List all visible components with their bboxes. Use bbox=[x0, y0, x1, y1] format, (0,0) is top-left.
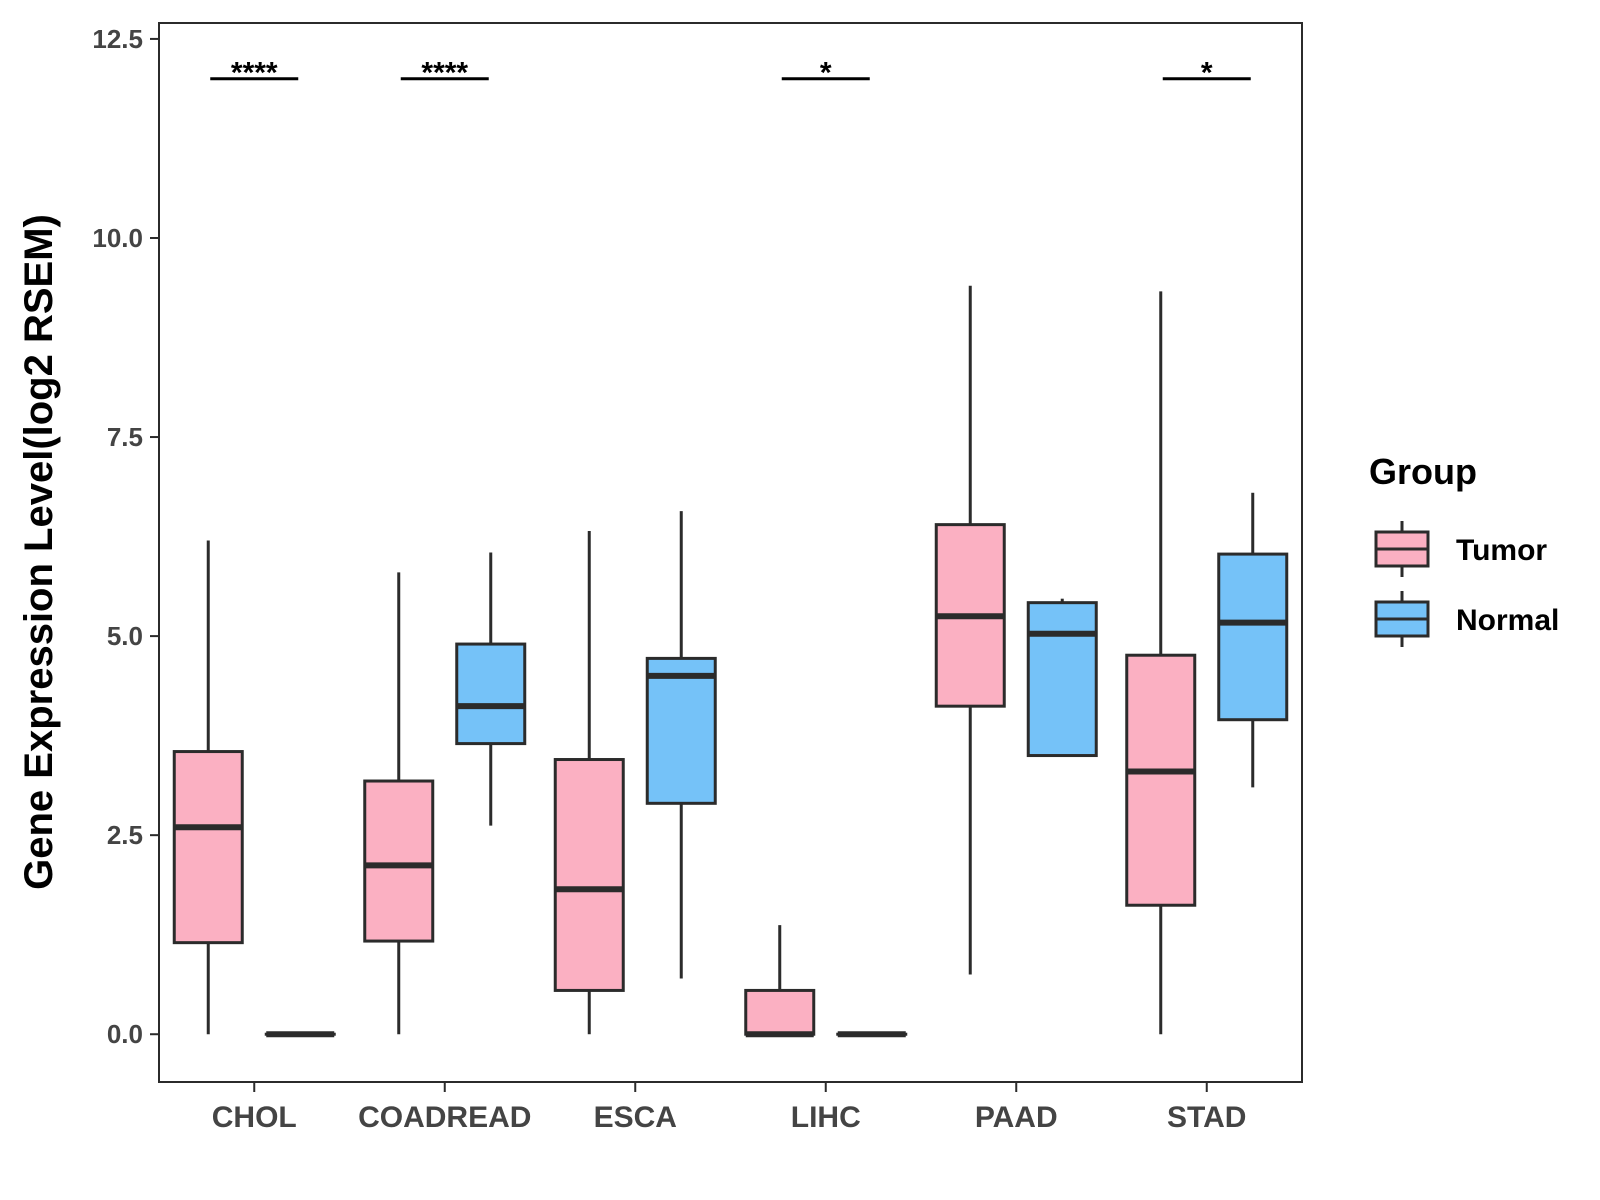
y-tick-label: 12.5 bbox=[92, 24, 143, 54]
legend: Tumor Normal bbox=[1374, 521, 1559, 647]
box-normal-stad bbox=[1217, 492, 1289, 788]
y-tick-label: 0.0 bbox=[107, 1019, 143, 1049]
box-tumor-stad bbox=[1125, 291, 1197, 1035]
box-normal-esca bbox=[645, 511, 717, 979]
box-tumor-paad bbox=[934, 285, 1006, 975]
legend-label-normal: Normal bbox=[1456, 604, 1559, 637]
x-tick-label-esca: ESCA bbox=[594, 1101, 677, 1134]
x-tick-label-chol: CHOL bbox=[212, 1101, 297, 1134]
box-tumor-lihc bbox=[744, 925, 816, 1038]
legend-item-normal: Normal bbox=[1374, 591, 1559, 647]
significance-layer: **** **** * * bbox=[210, 57, 1251, 90]
box-body-tumor-stad bbox=[1125, 653, 1197, 907]
axis-layer: 0.0 2.5 5.0 7.5 10.0 12.5 CHOL COADREAD ESCA LIHC… bbox=[92, 22, 1303, 1134]
legend-item-tumor: Tumor bbox=[1374, 521, 1547, 577]
box-body-tumor-chol bbox=[172, 750, 244, 945]
legend-label-tumor: Tumor bbox=[1456, 534, 1547, 567]
y-tick-label: 10.0 bbox=[92, 223, 143, 253]
x-tick-label-lihc: LIHC bbox=[791, 1101, 861, 1134]
plot-layer bbox=[172, 285, 1289, 1038]
box-body-normal-paad bbox=[1026, 601, 1098, 758]
x-tick-label-stad: STAD bbox=[1167, 1101, 1246, 1134]
plot-panel-border bbox=[158, 22, 1303, 1083]
box-tumor-chol bbox=[172, 540, 244, 1035]
y-tick-label: 5.0 bbox=[107, 621, 143, 651]
y-tick-label: 7.5 bbox=[107, 422, 143, 452]
box-normal-paad bbox=[1026, 598, 1098, 758]
box-body-tumor-esca bbox=[553, 758, 625, 992]
box-body-normal-coadread bbox=[455, 642, 527, 746]
box-body-normal-esca bbox=[645, 656, 717, 805]
y-tick-label: 2.5 bbox=[107, 820, 143, 850]
legend-title: Group bbox=[1369, 451, 1477, 492]
box-normal-coadread bbox=[455, 552, 527, 826]
significance-label-lihc: * bbox=[820, 57, 832, 90]
x-tick-label-paad: PAAD bbox=[975, 1101, 1058, 1134]
box-tumor-coadread bbox=[363, 572, 435, 1035]
box-body-tumor-coadread bbox=[363, 779, 435, 943]
y-axis-title: Gene Expression Level(log2 RSEM) bbox=[17, 214, 61, 890]
significance-label-chol: **** bbox=[231, 57, 278, 90]
significance-label-coadread: **** bbox=[421, 57, 468, 90]
x-tick-label-coadread: COADREAD bbox=[358, 1101, 531, 1134]
box-body-tumor-lihc bbox=[744, 988, 816, 1036]
box-tumor-esca bbox=[553, 531, 625, 1035]
box-body-normal-stad bbox=[1217, 552, 1289, 722]
significance-label-stad: * bbox=[1201, 57, 1213, 90]
